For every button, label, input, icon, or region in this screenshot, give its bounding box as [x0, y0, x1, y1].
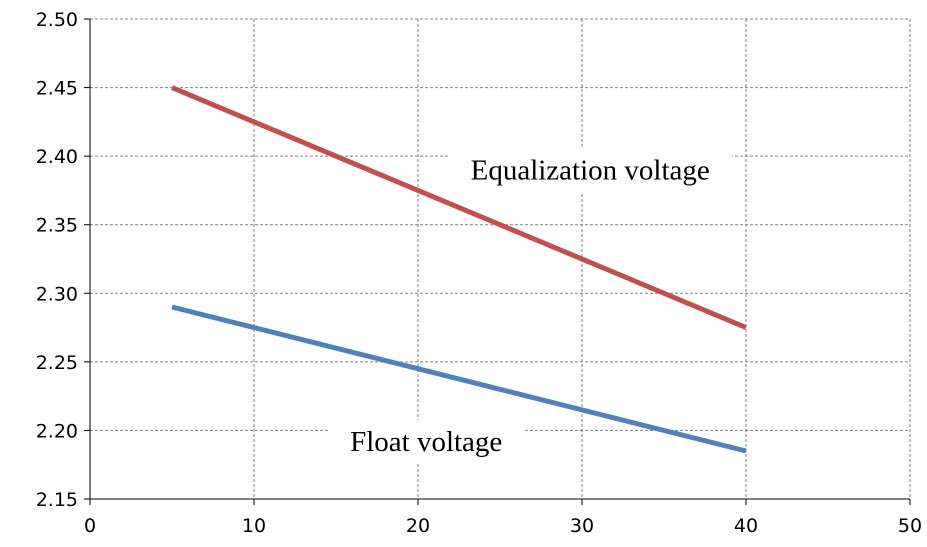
- y-tick-label: 2.35: [36, 215, 78, 237]
- axes: [84, 18, 911, 505]
- x-tick-label: 10: [242, 515, 266, 537]
- tick-labels: 2.15 2.20 2.25 2.30 2.35 2.40 2.45 2.50 0 10 20 30 4…: [36, 9, 922, 537]
- y-tick-label: 2.15: [36, 489, 78, 511]
- annotation-label-1: Float voltage: [350, 426, 502, 458]
- x-tick-label: 30: [570, 515, 594, 537]
- series-line-0: [171, 85, 747, 330]
- x-tick-label: 0: [84, 515, 96, 537]
- x-tick-label: 20: [406, 515, 430, 537]
- y-tick-label: 2.40: [36, 146, 78, 168]
- series-line-1: [171, 304, 747, 454]
- x-tick-label: 50: [898, 515, 922, 537]
- annotation-background: [328, 419, 525, 464]
- annotation-label-0: Equalization voltage: [471, 154, 710, 186]
- annotations: Equalization voltage Float voltage: [328, 148, 732, 464]
- y-tick-label: 2.20: [36, 420, 78, 442]
- annotation-background: [448, 148, 732, 193]
- y-tick-label: 2.30: [36, 283, 78, 305]
- series-lines: [171, 85, 747, 454]
- y-tick-label: 2.45: [36, 78, 78, 100]
- x-tick-label: 40: [734, 515, 758, 537]
- y-tick-label: 2.50: [36, 9, 78, 31]
- y-tick-label: 2.25: [36, 352, 78, 374]
